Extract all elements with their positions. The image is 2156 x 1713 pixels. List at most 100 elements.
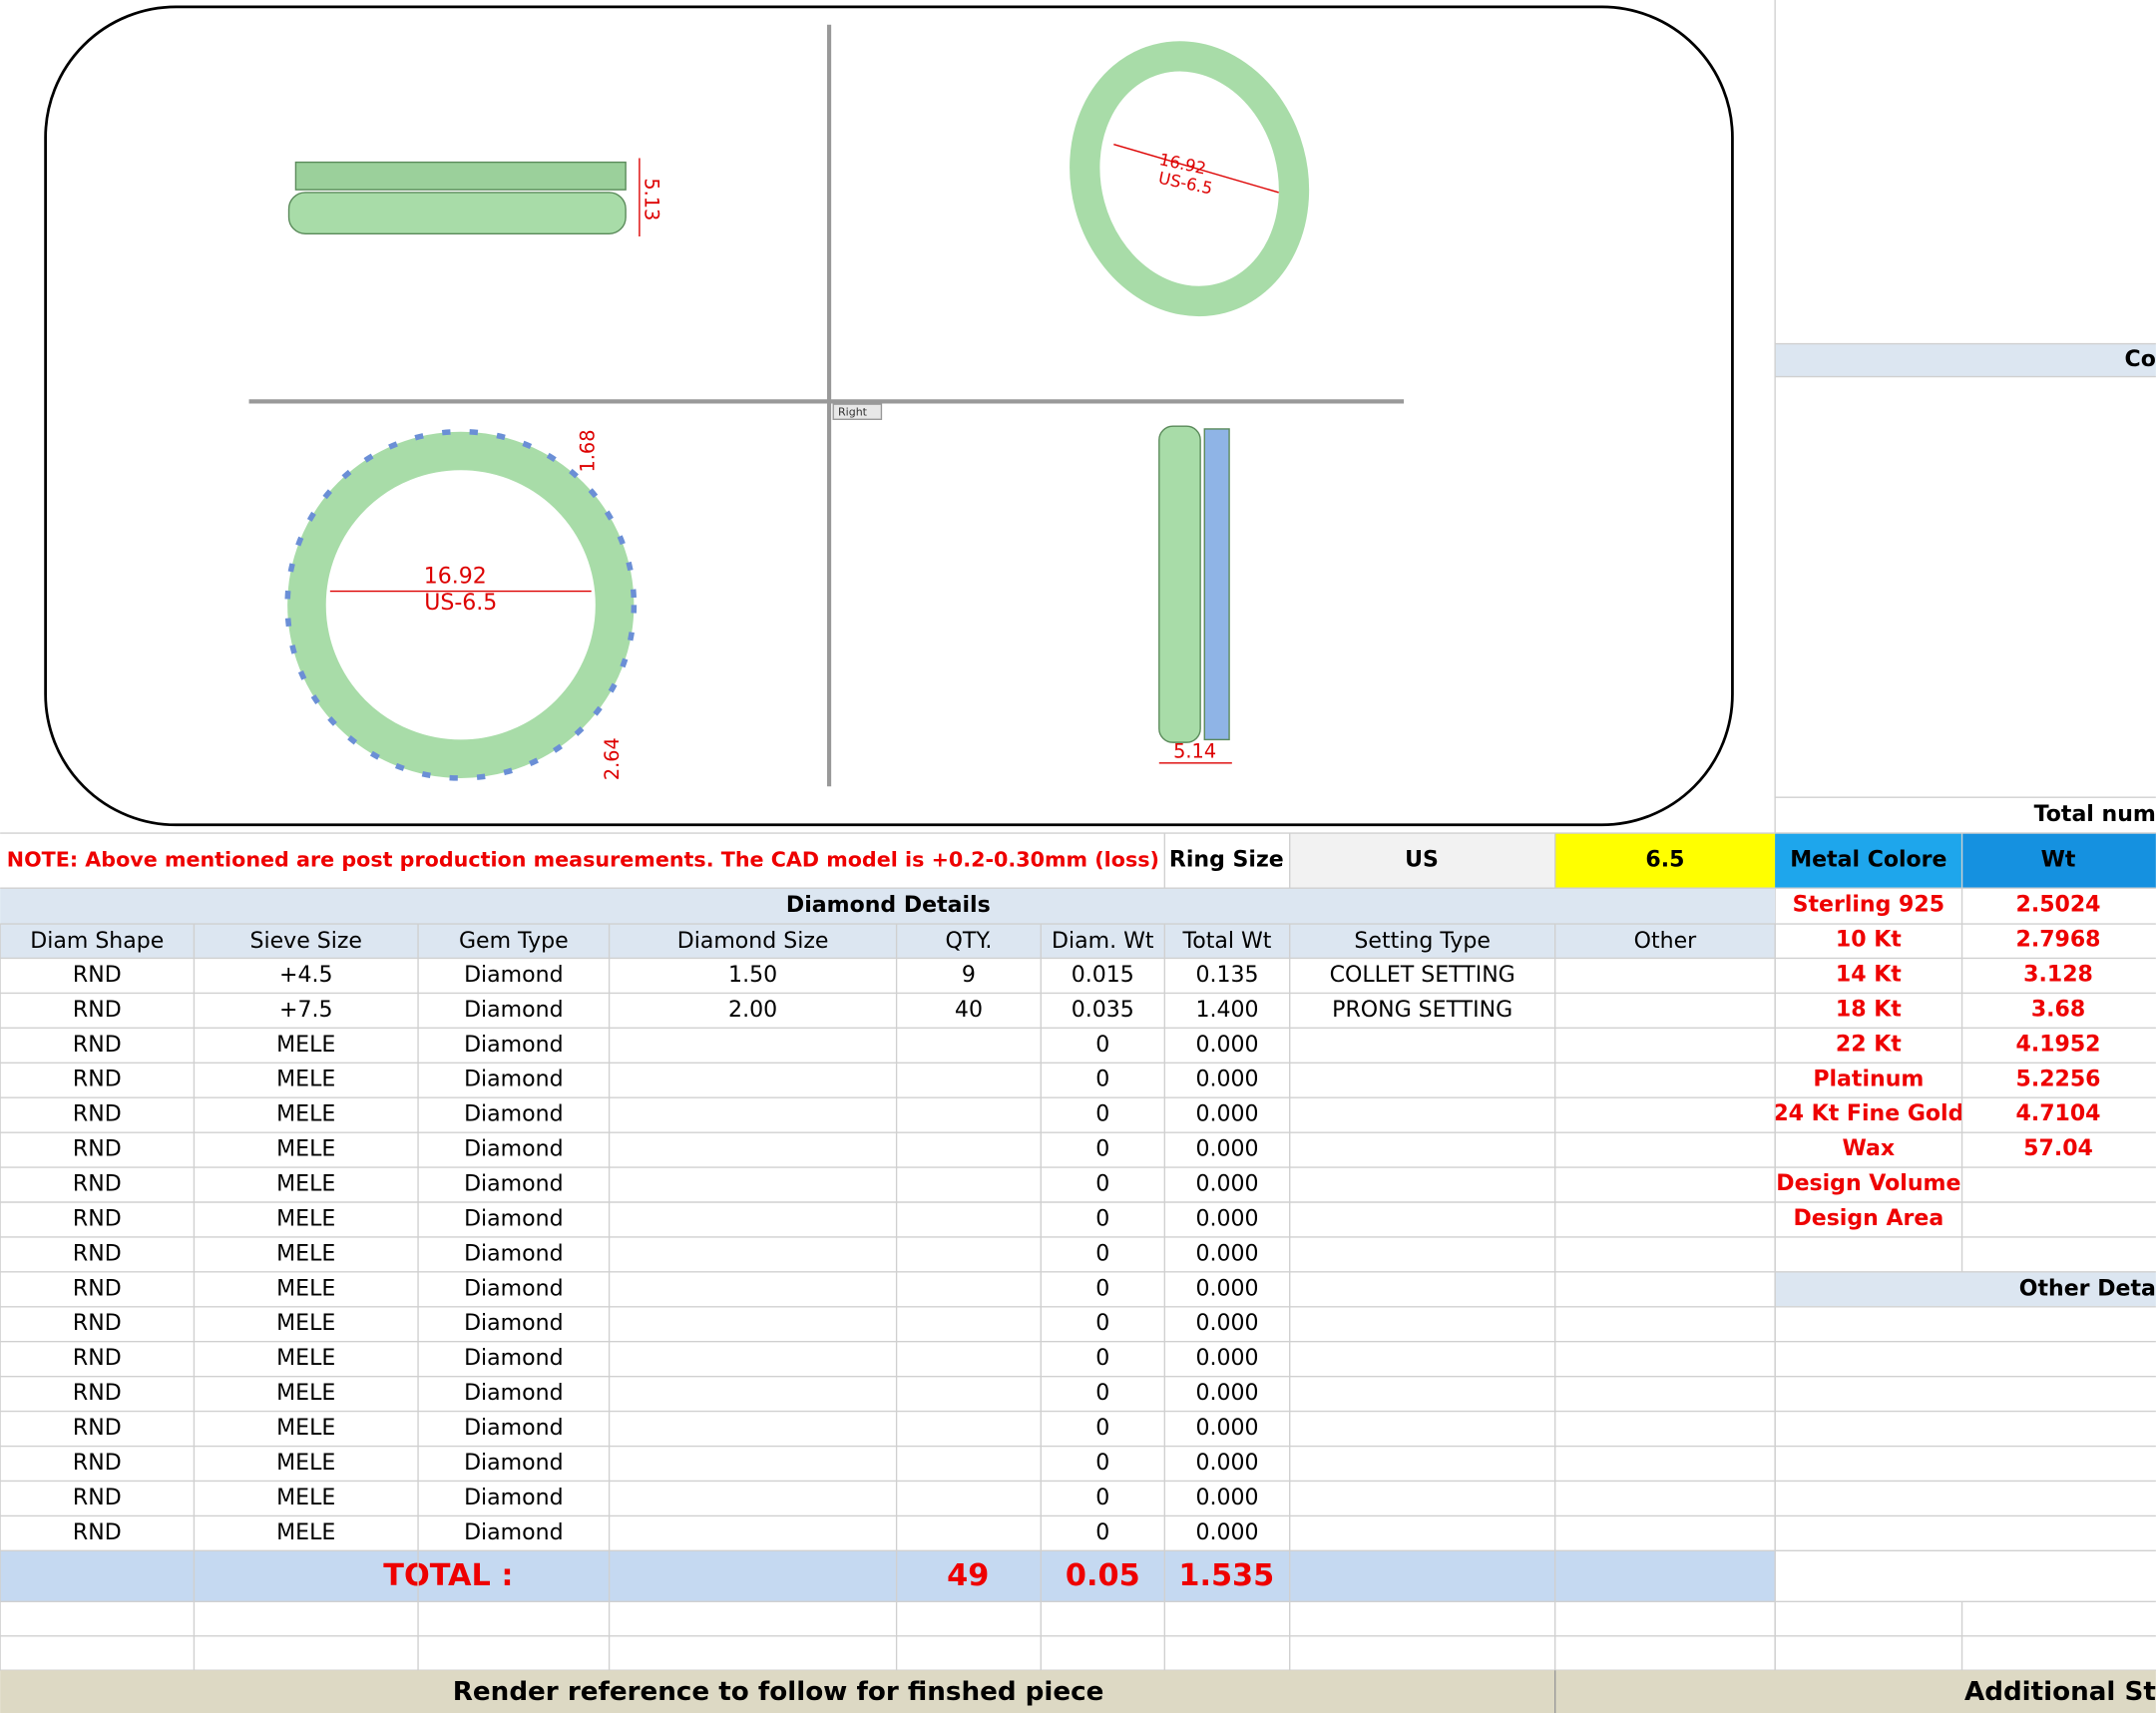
table-cell: Diamond — [464, 1102, 563, 1127]
table-cell: 0 — [1095, 1033, 1109, 1058]
table-cell: RND — [73, 1451, 122, 1476]
cell-fill — [0, 924, 1776, 959]
table-cell: MELE — [276, 1241, 335, 1266]
dimension-label: 16.92 — [424, 565, 487, 590]
dimension-label: 2.64 — [601, 737, 624, 780]
table-cell: 1.400 — [1195, 998, 1258, 1023]
column-header: Diam Shape — [30, 929, 164, 954]
table-cell: Diamond — [464, 1172, 563, 1197]
cell-fill — [1775, 833, 1962, 889]
table-cell: MELE — [276, 1068, 335, 1092]
table-cell: 0 — [1095, 1276, 1109, 1301]
table-cell: 9 — [962, 963, 976, 988]
table-cell: 0 — [1095, 1311, 1109, 1336]
table-cell: Diamond — [464, 1206, 563, 1231]
column-header: QTY. — [946, 929, 993, 954]
table-cell: 0.000 — [1195, 1416, 1258, 1441]
table-cell: 1.50 — [728, 963, 777, 988]
table-cell: 2.00 — [728, 998, 777, 1023]
metal-weight: 2.5024 — [2016, 893, 2101, 918]
table-cell: MELE — [276, 1172, 335, 1197]
table-cell: 0.000 — [1195, 1276, 1258, 1301]
table-cell: MELE — [276, 1346, 335, 1371]
dimension — [1113, 144, 1279, 194]
metal-name: 24 Kt Fine Gold — [1773, 1101, 1963, 1126]
table-cell: RND — [73, 1137, 122, 1162]
cell-fill — [1289, 833, 1555, 889]
table-cell: 0.000 — [1195, 1102, 1258, 1127]
column-header: Diamond Size — [677, 929, 829, 954]
table-cell: 0.135 — [1195, 963, 1258, 988]
table-cell: Diamond — [464, 1416, 563, 1441]
table-cell: 0.000 — [1195, 1346, 1258, 1371]
metal-weight: 3.128 — [2023, 963, 2093, 988]
table-cell: RND — [73, 1206, 122, 1231]
table-cell: Diamond — [464, 963, 563, 988]
metal-name: Sterling 925 — [1793, 893, 1944, 918]
table-cell: 0 — [1095, 1206, 1109, 1231]
cell-fill — [1554, 833, 1776, 889]
table-cell: 0 — [1095, 1241, 1109, 1266]
table-cell: 0.035 — [1072, 998, 1134, 1023]
table-cell: MELE — [276, 1206, 335, 1231]
cell-fill — [0, 888, 1776, 925]
table-cell: Diamond — [464, 1241, 563, 1266]
total-label: TOTAL : — [383, 1558, 513, 1593]
metal-name: Design Area — [1793, 1206, 1943, 1231]
metal-weight: 57.04 — [2023, 1136, 2093, 1161]
footer-note: Render reference to follow for finshed p… — [453, 1677, 1104, 1707]
table-cell: Diamond — [464, 1137, 563, 1162]
table-cell: 0 — [1095, 1486, 1109, 1510]
table-cell: 0.000 — [1195, 1172, 1258, 1197]
dimension-label: 5.14 — [1173, 739, 1216, 762]
column-header: Total Wt — [1182, 929, 1272, 954]
total-diam-wt: 0.05 — [1066, 1558, 1140, 1593]
metal-header: Metal Colore — [1790, 848, 1946, 873]
table-cell: RND — [73, 998, 122, 1023]
table-cell: MELE — [276, 1033, 335, 1058]
column-header: Other — [1634, 929, 1697, 954]
metal-name: 18 Kt — [1836, 997, 1902, 1022]
table-cell: RND — [73, 1311, 122, 1336]
table-cell: 0 — [1095, 1381, 1109, 1406]
ring-size-label: Ring Size — [1169, 848, 1284, 873]
metal-weight: 3.68 — [2031, 997, 2085, 1022]
dimension-label: US-6.5 — [424, 591, 497, 616]
stones — [284, 428, 638, 781]
table-cell: Diamond — [464, 1451, 563, 1476]
table-cell: 0 — [1095, 1068, 1109, 1092]
dimension-label: 5.13 — [640, 178, 662, 220]
table-cell: MELE — [276, 1137, 335, 1162]
dimension-label: 1.68 — [576, 430, 599, 473]
metal-weight: 2.7968 — [2016, 928, 2101, 953]
band — [1070, 41, 1310, 317]
table-cell: Diamond — [464, 1520, 563, 1545]
metal-name: Platinum — [1813, 1067, 1924, 1091]
ring-size-value: 6.5 — [1645, 848, 1684, 873]
column-header: Sieve Size — [250, 929, 362, 954]
table-cell: COLLET SETTING — [1330, 963, 1515, 988]
table-cell: 0 — [1095, 1102, 1109, 1127]
table-cell: 0.015 — [1072, 963, 1134, 988]
table-cell: +4.5 — [279, 963, 333, 988]
table-cell: 0 — [1095, 1137, 1109, 1162]
total-qty: 49 — [947, 1558, 989, 1593]
table-cell: 0 — [1095, 1451, 1109, 1476]
table-cell: Diamond — [464, 1346, 563, 1371]
view-tab — [832, 403, 883, 420]
ring-size-system: US — [1405, 848, 1439, 873]
table-cell: Diamond — [464, 1486, 563, 1510]
table-cell: Diamond — [464, 1276, 563, 1301]
table-cell: RND — [73, 1276, 122, 1301]
table-cell: 0 — [1095, 1172, 1109, 1197]
metal-name: 10 Kt — [1836, 928, 1902, 953]
ring-top-view — [287, 158, 641, 237]
table-cell: 0.000 — [1195, 1241, 1258, 1266]
table-cell: MELE — [276, 1102, 335, 1127]
cad-view — [44, 5, 1734, 827]
table-cell: +7.5 — [279, 998, 333, 1023]
table-title: Diamond Details — [786, 893, 991, 918]
ring-iso-view — [1070, 41, 1310, 317]
table-cell: 0 — [1095, 1416, 1109, 1441]
